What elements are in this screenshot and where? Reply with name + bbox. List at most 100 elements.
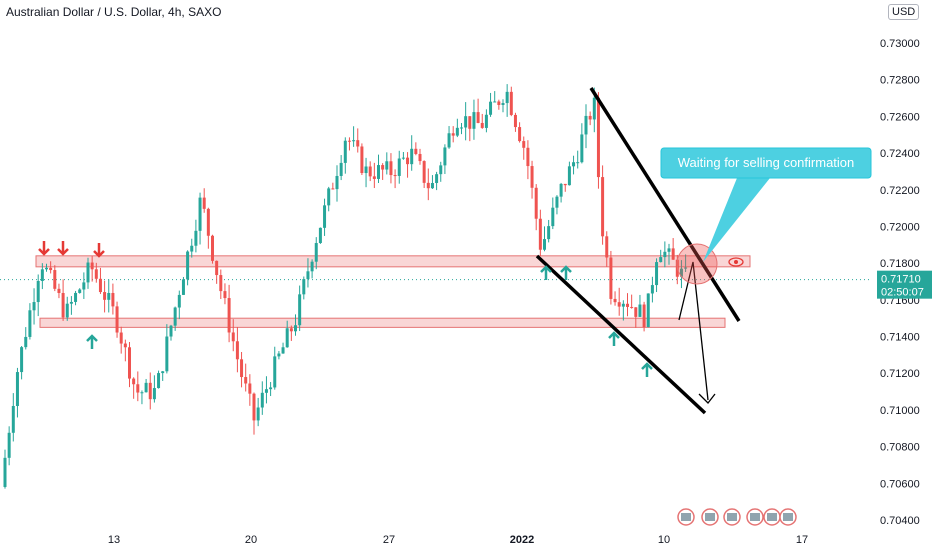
candle-body — [634, 307, 638, 317]
candle-body — [455, 127, 459, 136]
candle-body — [638, 304, 642, 317]
candle-body — [646, 293, 650, 328]
candle-body — [360, 146, 364, 174]
candle-body — [559, 183, 563, 197]
candle-body — [36, 280, 40, 303]
up-arrow-icon — [641, 362, 653, 377]
currency-button[interactable]: USD — [888, 4, 920, 20]
candle-body — [7, 432, 11, 458]
candle-body — [140, 392, 144, 394]
candle-body — [256, 407, 260, 421]
candle-body — [190, 245, 194, 252]
candle-body — [447, 133, 451, 148]
candle-body — [294, 325, 297, 332]
candle-body — [285, 328, 289, 348]
candle-body — [617, 302, 621, 307]
candle-body — [244, 377, 248, 384]
candle-body — [642, 304, 646, 328]
candle-body — [364, 166, 368, 174]
candle-body — [223, 291, 227, 299]
candle-body — [347, 140, 351, 142]
y-tick-label: 0.72800 — [880, 75, 920, 87]
candle-body — [472, 112, 476, 129]
candle-body — [69, 301, 73, 304]
candle-body — [630, 306, 634, 308]
candle-body — [343, 140, 347, 163]
candle-body — [248, 383, 252, 394]
candle-body — [132, 378, 136, 385]
candle-body — [567, 166, 571, 186]
y-tick-label: 0.71200 — [880, 368, 920, 380]
candle-body — [169, 325, 173, 337]
candle-body — [165, 336, 169, 372]
candle-body — [264, 389, 268, 393]
candle-body — [414, 148, 418, 154]
candle-body — [551, 207, 555, 227]
event-flag-inner — [727, 513, 737, 521]
candle-body — [310, 261, 314, 272]
support-zone — [39, 317, 726, 328]
candle-body — [580, 134, 584, 163]
candle-body — [152, 388, 156, 400]
candle-body — [82, 282, 86, 290]
candle-body — [86, 262, 90, 283]
candle-body — [157, 373, 161, 389]
candle-body — [397, 158, 401, 176]
x-tick-label: 27 — [383, 534, 395, 546]
candle-body — [119, 332, 123, 344]
down-arrow-icon — [38, 241, 50, 256]
candle-body — [123, 343, 127, 348]
candle-body — [15, 372, 19, 406]
candle-body — [563, 183, 567, 186]
candle-body — [430, 183, 434, 189]
candle-body — [289, 328, 293, 332]
candle-body — [480, 122, 484, 128]
candle-body — [206, 208, 210, 236]
candle-body — [107, 292, 111, 300]
candle-body — [20, 347, 24, 373]
y-tick-label: 0.70800 — [880, 442, 920, 454]
candle-body — [115, 306, 119, 333]
candle-body — [476, 112, 480, 123]
candle-body — [410, 148, 414, 165]
candle-body — [3, 457, 7, 487]
candle-body — [543, 239, 546, 250]
candle-body — [372, 176, 376, 179]
candle-body — [509, 91, 513, 115]
candle-body — [281, 347, 285, 354]
y-tick-label: 0.72400 — [880, 148, 920, 160]
upper-trendline — [589, 87, 741, 322]
x-tick-label: 2022 — [510, 534, 534, 546]
event-flag-inner — [705, 513, 715, 521]
candle-body — [90, 262, 94, 270]
price-label-box — [877, 270, 932, 299]
candle-body — [468, 116, 472, 129]
candle-body — [94, 269, 98, 279]
candle-body — [327, 188, 331, 206]
candle-body — [572, 162, 576, 167]
eye-icon-pupil — [734, 260, 738, 264]
candle-body — [497, 101, 501, 105]
callout-text: Waiting for selling confirmation — [678, 155, 855, 170]
candle-body — [177, 294, 181, 308]
candle-body — [489, 101, 493, 115]
candle-body — [28, 310, 32, 337]
y-tick-label: 0.71000 — [880, 405, 920, 417]
candle-body — [501, 103, 505, 105]
x-tick-label: 10 — [658, 534, 670, 546]
candle-body — [32, 302, 36, 311]
candle-body — [679, 268, 683, 277]
candle-body — [298, 294, 302, 326]
candle-body — [45, 267, 48, 270]
candle-body — [522, 141, 526, 148]
candle-body — [103, 292, 107, 300]
candle-body — [684, 267, 688, 269]
candle-body — [40, 269, 44, 281]
candle-body — [613, 298, 617, 303]
candle-body — [513, 114, 517, 128]
candle-body — [53, 270, 57, 289]
candle-body — [331, 188, 335, 190]
candle-body — [74, 292, 78, 302]
candle-body — [671, 248, 675, 260]
